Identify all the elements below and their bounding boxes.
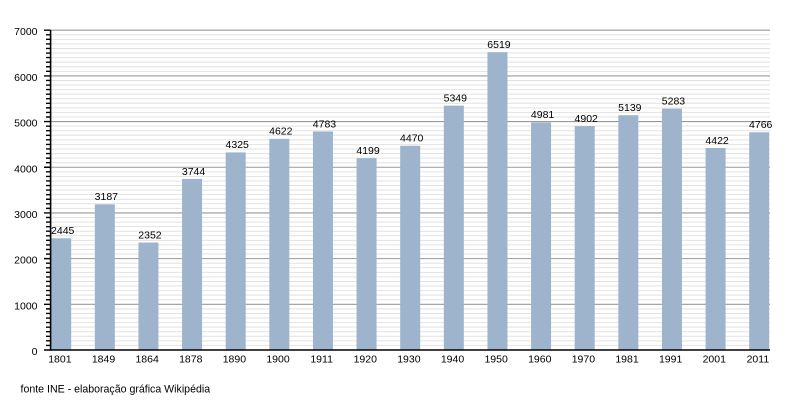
svg-text:1849: 1849 (92, 354, 116, 366)
svg-text:4422: 4422 (705, 135, 729, 147)
svg-text:1920: 1920 (354, 354, 378, 366)
svg-text:5283: 5283 (662, 95, 686, 107)
svg-text:4000: 4000 (14, 163, 38, 175)
svg-text:4981: 4981 (531, 109, 555, 121)
svg-text:2445: 2445 (51, 225, 75, 237)
svg-text:4622: 4622 (269, 126, 293, 138)
svg-text:1801: 1801 (48, 354, 72, 366)
svg-text:3000: 3000 (14, 209, 38, 221)
svg-text:5000: 5000 (14, 118, 38, 130)
svg-text:1991: 1991 (659, 354, 683, 366)
svg-text:6519: 6519 (487, 39, 511, 51)
svg-text:2000: 2000 (14, 255, 38, 267)
svg-text:2001: 2001 (703, 354, 727, 366)
svg-text:1878: 1878 (179, 354, 203, 366)
svg-text:5349: 5349 (444, 92, 468, 104)
svg-text:1864: 1864 (135, 354, 159, 366)
svg-text:4199: 4199 (356, 145, 380, 157)
svg-text:fonte INE - elaboração gráfica: fonte INE - elaboração gráfica Wikipédia (21, 384, 211, 396)
svg-text:6000: 6000 (14, 72, 38, 84)
svg-text:1940: 1940 (441, 354, 465, 366)
svg-text:3187: 3187 (95, 191, 119, 203)
svg-text:2352: 2352 (138, 229, 162, 241)
svg-text:7000: 7000 (14, 26, 38, 38)
svg-text:5139: 5139 (618, 102, 642, 114)
svg-text:3744: 3744 (182, 166, 206, 178)
svg-text:1970: 1970 (572, 354, 596, 366)
svg-text:1960: 1960 (528, 354, 552, 366)
svg-text:4766: 4766 (749, 119, 773, 131)
svg-text:4470: 4470 (400, 133, 424, 145)
svg-text:1981: 1981 (615, 354, 639, 366)
svg-text:1000: 1000 (14, 300, 38, 312)
svg-text:4783: 4783 (313, 118, 337, 130)
svg-text:2011: 2011 (747, 354, 770, 366)
svg-text:1930: 1930 (397, 354, 421, 366)
svg-text:4902: 4902 (575, 113, 599, 125)
svg-text:1900: 1900 (266, 354, 290, 366)
svg-text:4325: 4325 (226, 139, 250, 151)
svg-text:1890: 1890 (223, 354, 247, 366)
svg-text:1911: 1911 (310, 354, 333, 366)
svg-text:1950: 1950 (484, 354, 508, 366)
svg-text:0: 0 (32, 346, 38, 358)
